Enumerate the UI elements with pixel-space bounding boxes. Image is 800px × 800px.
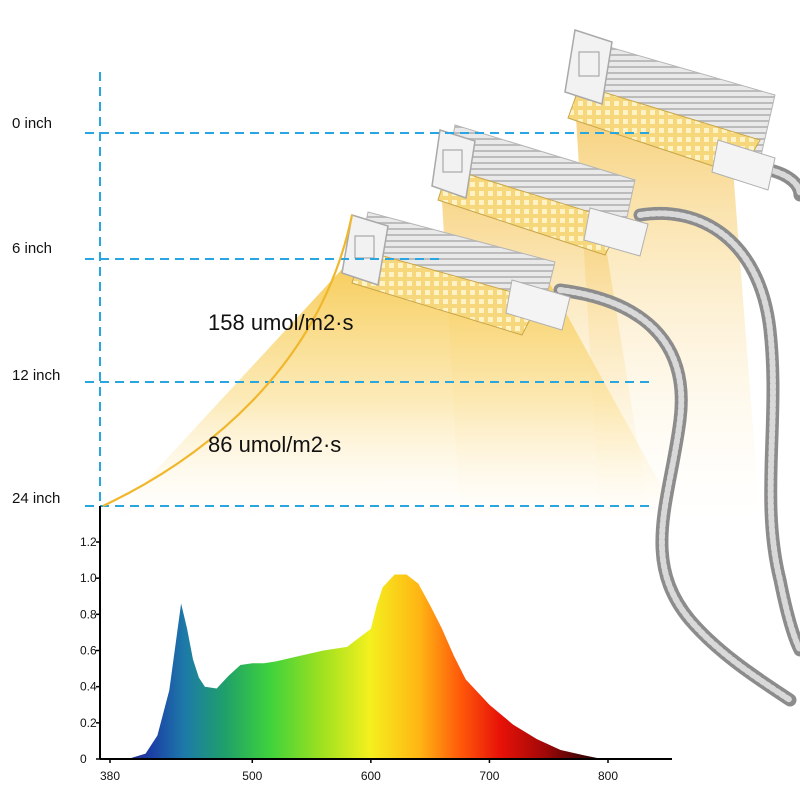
gooseneck-arms	[553, 163, 800, 707]
distance-guides	[85, 72, 655, 508]
intensity-label-86: 86 umol/m2·s	[208, 432, 341, 457]
y-tick-label: 1.0	[80, 571, 97, 585]
distance-labels: 0 inch 6 inch 12 inch 24 inch	[12, 115, 60, 507]
x-tick-label: 800	[598, 769, 618, 783]
distance-label-0-inch: 0 inch	[12, 115, 52, 132]
x-tick-label: 500	[242, 769, 262, 783]
intensity-labels: 158 umol/m2·s 86 umol/m2·s	[208, 310, 354, 457]
led-panel-lamp-middle	[431, 124, 649, 257]
spectrum-area-0	[127, 574, 603, 759]
led-panel-lamp-top	[564, 29, 776, 191]
distance-label-6-inch: 6 inch	[12, 240, 52, 257]
y-tick-label: 0.4	[80, 680, 97, 694]
led-panel-lamp-bottom	[341, 211, 571, 336]
y-tick-label: 0.2	[80, 716, 97, 730]
y-tick-label: 0	[80, 752, 87, 766]
y-tick-label: 1.2	[80, 535, 97, 549]
y-tick-label: 0.8	[80, 607, 97, 621]
y-tick-label: 0.6	[80, 644, 97, 658]
x-tick-label: 600	[361, 769, 381, 783]
x-tick-label: 700	[479, 769, 499, 783]
intensity-label-158: 158 umol/m2·s	[208, 310, 354, 335]
spectrum-chart: 0 0.2 0.4 0.6 0.8 1.0 1.2 380 500 600 700 800	[80, 506, 672, 783]
intensity-curve	[102, 214, 354, 507]
distance-label-24-inch: 24 inch	[12, 490, 60, 507]
x-tick-label: 380	[100, 769, 120, 783]
distance-label-12-inch: 12 inch	[12, 367, 60, 384]
